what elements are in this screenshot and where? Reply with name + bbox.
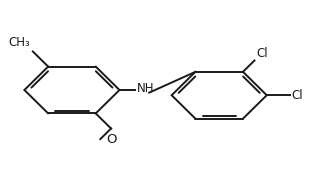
Text: Cl: Cl bbox=[291, 89, 303, 102]
Text: O: O bbox=[106, 133, 116, 146]
Text: NH: NH bbox=[137, 82, 154, 95]
Text: Cl: Cl bbox=[256, 47, 268, 60]
Text: CH₃: CH₃ bbox=[8, 36, 30, 49]
